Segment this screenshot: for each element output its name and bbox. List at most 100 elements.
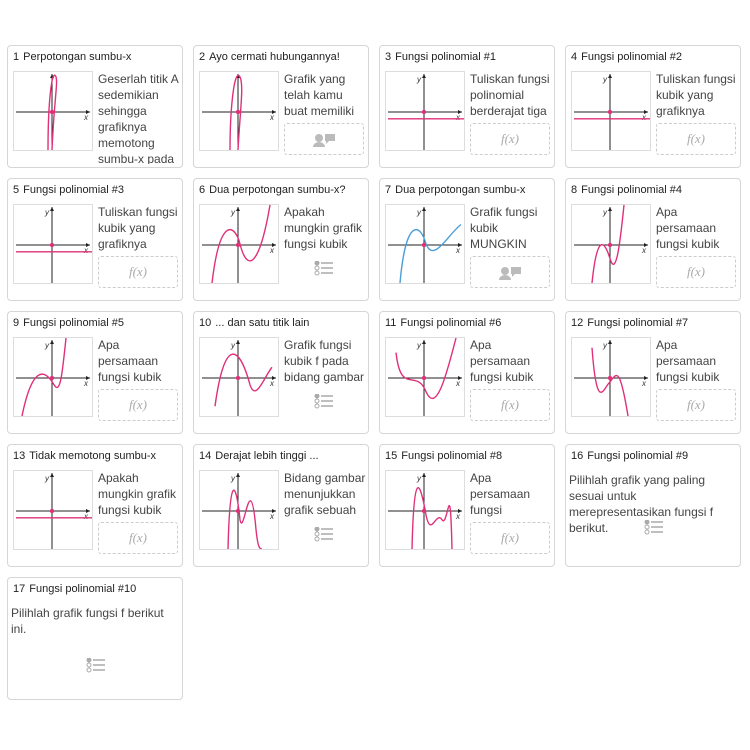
card-title-text: Fungsi polinomial #1 bbox=[395, 51, 497, 63]
function-input[interactable]: f(x) bbox=[656, 389, 736, 421]
card: 10... dan satu titik lain x y Grafik fungsi… bbox=[193, 311, 369, 434]
card-number: 4 bbox=[571, 51, 578, 63]
function-input[interactable]: f(x) bbox=[470, 123, 550, 155]
chat-icon bbox=[313, 134, 335, 147]
card: 17 Fungsi polinomial #10 Pilihlah grafik f… bbox=[7, 577, 183, 700]
response-box[interactable] bbox=[284, 123, 364, 155]
graph: xy bbox=[571, 71, 651, 151]
card-title: 7 Dua perpotongan sumbu-x bbox=[385, 184, 525, 196]
axis-label-x: x bbox=[269, 246, 275, 255]
axis-label-x: x bbox=[83, 379, 89, 388]
graph: xy bbox=[13, 337, 93, 417]
choice-dot bbox=[314, 403, 320, 409]
card-number: 6 bbox=[199, 184, 206, 196]
card-title: 14 Derajat lebih tinggi ... bbox=[199, 450, 319, 462]
curve bbox=[399, 223, 462, 283]
card-title: 12 Fungsi polinomial #7 bbox=[571, 317, 688, 329]
card-title: 3 Fungsi polinomial #1 bbox=[385, 51, 496, 63]
curve bbox=[395, 338, 457, 400]
card: 12 Fungsi polinomial #7 x y Apa persamaan fu… bbox=[565, 311, 741, 434]
axis-label-x: x bbox=[269, 512, 275, 521]
curve bbox=[227, 489, 263, 549]
axis-label-y: y bbox=[44, 474, 50, 483]
card-number: 8 bbox=[571, 184, 578, 196]
point bbox=[421, 508, 427, 514]
axis-label-x: x bbox=[83, 113, 89, 122]
card-title-text: Derajat lebih tinggi ... bbox=[215, 450, 319, 462]
card-title-text: Dua perpotongan sumbu-x? bbox=[209, 184, 346, 196]
card-title: 8 Fungsi polinomial #4 bbox=[571, 184, 682, 196]
card-number: 5 bbox=[13, 184, 20, 196]
card-title-text: Perpotongan sumbu-x bbox=[23, 51, 132, 63]
card-title: 6 Dua perpotongan sumbu-x? bbox=[199, 184, 346, 196]
axis-label-y: y bbox=[416, 75, 422, 84]
axis-label-y: y bbox=[416, 208, 422, 217]
curve bbox=[21, 338, 67, 416]
point bbox=[235, 242, 241, 248]
point bbox=[49, 242, 55, 248]
card-title-text: Fungsi polinomial #8 bbox=[401, 450, 503, 462]
graph: xy bbox=[571, 204, 651, 284]
choice-dot bbox=[314, 531, 320, 537]
card-title-text: ... dan satu titik lain bbox=[215, 317, 310, 329]
graph: xy bbox=[199, 470, 279, 550]
card-title-text: Fungsi polinomial #3 bbox=[23, 184, 125, 196]
graph: xy bbox=[571, 337, 651, 417]
card-number: 13 bbox=[13, 450, 26, 462]
card-title-text: Fungsi polinomial #10 bbox=[29, 583, 137, 595]
choice-dot bbox=[86, 667, 92, 673]
axis-arrow bbox=[236, 473, 276, 513]
card-title-text: Ayo cermati hubungannya! bbox=[209, 51, 340, 63]
choice-icon bbox=[86, 658, 105, 673]
card-title-text: Tidak memotong sumbu-x bbox=[29, 450, 157, 462]
card: 15 Fungsi polinomial #8 x y Apa persamaan fu… bbox=[379, 444, 555, 567]
card-text: Apa persamaan fungsi kubik bbox=[470, 338, 534, 384]
axis-label-x: x bbox=[641, 379, 647, 388]
chat-icon-part bbox=[315, 134, 323, 142]
axis-label-x: x bbox=[269, 113, 275, 122]
card-title-text: Fungsi polinomial #4 bbox=[581, 184, 683, 196]
axis-label-y: y bbox=[230, 474, 236, 483]
card-title: 9 Fungsi polinomial #5 bbox=[13, 317, 124, 329]
point bbox=[607, 109, 613, 115]
card-title: 2 Ayo cermati hubungannya! bbox=[199, 51, 340, 63]
function-input[interactable]: f(x) bbox=[656, 123, 736, 155]
card-text: Apa persamaan fungsi bbox=[470, 471, 531, 517]
point bbox=[421, 242, 427, 248]
axis-label-x: x bbox=[269, 379, 275, 388]
card: 5 Fungsi polinomial #3 x y Tuliskan fungsi k… bbox=[7, 178, 183, 301]
choice-icon bbox=[314, 261, 333, 276]
card: 4 Fungsi polinomial #2 x y Tuliskan fungsi k… bbox=[565, 45, 741, 168]
point bbox=[421, 375, 427, 381]
axis-label-x: x bbox=[455, 246, 461, 255]
function-input[interactable]: f(x) bbox=[656, 256, 736, 288]
card: 8 Fungsi polinomial #4 x y Apa persamaan fun… bbox=[565, 178, 741, 301]
choice-dot bbox=[314, 261, 320, 266]
function-input[interactable]: f(x) bbox=[98, 256, 178, 288]
card-text: Apakah mungkin grafik fungsi kubik bbox=[284, 205, 363, 251]
function-input[interactable]: f(x) bbox=[470, 522, 550, 554]
card: 3 Fungsi polinomial #1 x y Tuliskan fungsi p… bbox=[379, 45, 555, 168]
function-input[interactable]: f(x) bbox=[98, 522, 178, 554]
axis-label-y: y bbox=[602, 208, 608, 217]
card: 6 Dua perpotongan sumbu-x? x y Apakah mungki… bbox=[193, 178, 369, 301]
axis-label-y: y bbox=[416, 341, 422, 350]
card-text: Bidang gambar menunjukkan grafik sebuah bbox=[284, 471, 366, 517]
axis-arrow bbox=[422, 74, 462, 114]
axis-label-y: y bbox=[44, 341, 50, 350]
chat-icon-part bbox=[313, 134, 335, 147]
axis-arrow bbox=[608, 74, 648, 114]
choice-dot bbox=[86, 662, 92, 668]
function-input[interactable]: f(x) bbox=[470, 389, 550, 421]
point bbox=[235, 109, 241, 115]
graph: xy bbox=[385, 470, 465, 550]
axis-arrow bbox=[608, 340, 648, 380]
axis-arrow bbox=[50, 473, 90, 513]
card-title: 16 Fungsi polinomial #9 bbox=[571, 450, 688, 462]
axis-arrow bbox=[236, 340, 276, 380]
function-input[interactable]: f(x) bbox=[98, 389, 178, 421]
point bbox=[49, 508, 55, 514]
card: 7 Dua perpotongan sumbu-x x y Grafik fungsi … bbox=[379, 178, 555, 301]
response-box[interactable] bbox=[470, 256, 550, 288]
axis-label-x: x bbox=[83, 512, 89, 521]
